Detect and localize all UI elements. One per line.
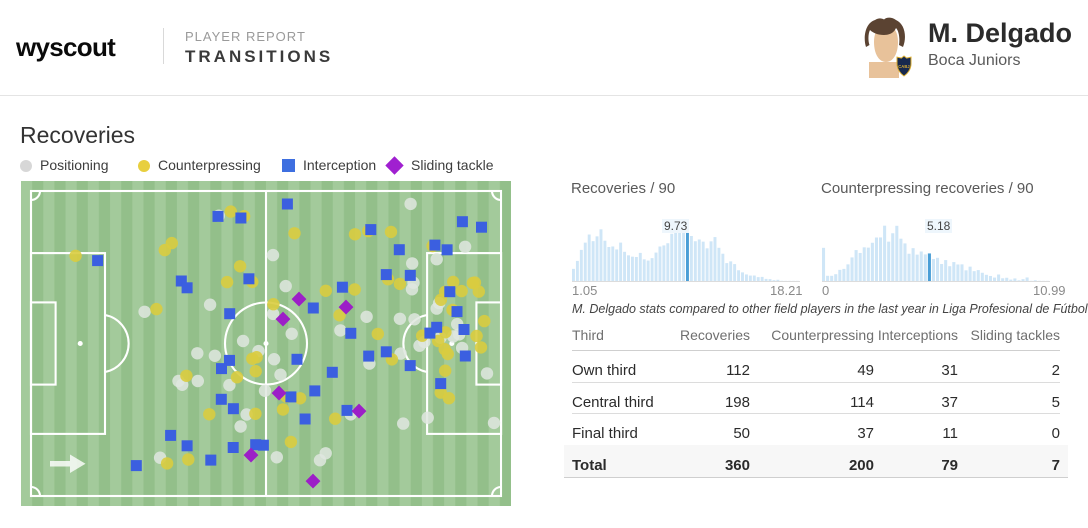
svg-text:CABJ: CABJ <box>898 64 910 69</box>
